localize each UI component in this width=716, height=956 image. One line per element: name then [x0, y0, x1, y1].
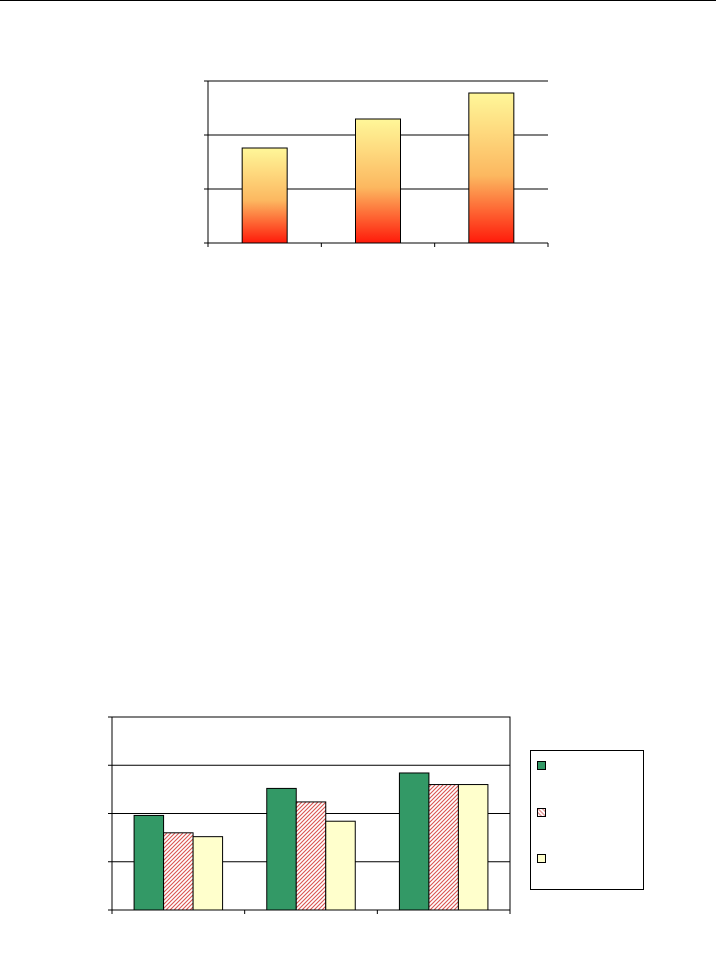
bar-series-1-group-2: [266, 787, 297, 911]
legend-swatch-series-3: [537, 854, 546, 863]
bar-series-2-group-2: [295, 801, 327, 911]
bar-series-2-group-3: [428, 784, 459, 911]
bar-3: [468, 92, 515, 244]
bar-series-1-group-1: [133, 814, 165, 911]
bar-series-3-group-1: [192, 836, 224, 911]
bar-series-2-group-1: [163, 832, 194, 911]
legend-item-series-2: [537, 808, 552, 817]
legend-item-series-3: [537, 854, 552, 863]
grouped-bar-chart: [108, 716, 511, 914]
bar-1: [241, 147, 288, 244]
page-top-rule: [0, 0, 716, 1]
legend-swatch-series-1: [537, 761, 546, 770]
bar-series-3-group-2: [325, 820, 356, 911]
bar-series-3-group-3: [457, 784, 489, 911]
bar-2: [355, 118, 401, 244]
bar-series-1-group-3: [398, 772, 430, 911]
bar-chart-gradient: [204, 80, 549, 247]
legend-item-series-1: [537, 761, 552, 770]
legend-swatch-series-2: [537, 808, 546, 817]
chart-legend: [530, 750, 644, 890]
